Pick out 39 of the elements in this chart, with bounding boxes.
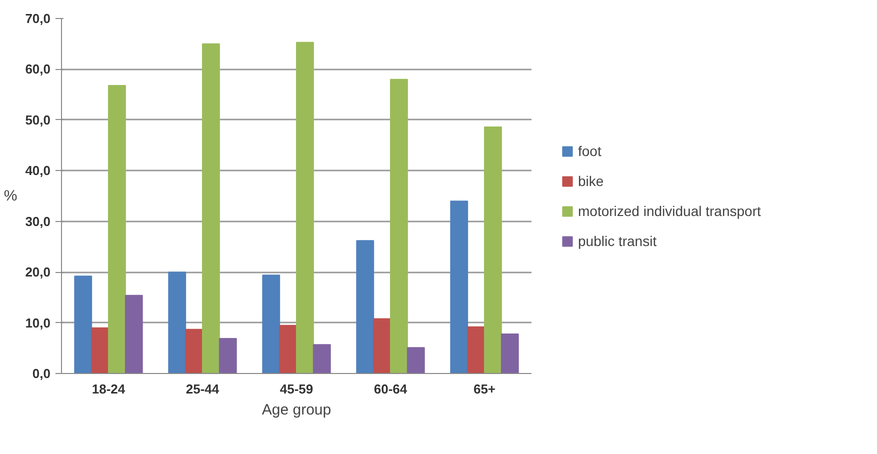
bar (218, 338, 237, 374)
bar (202, 43, 220, 374)
bar (185, 328, 203, 374)
y-tick-label: 0,0 (32, 366, 51, 381)
y-tick-label: 40,0 (25, 163, 51, 178)
bar (108, 84, 126, 374)
bar (91, 327, 109, 374)
bar (406, 347, 425, 374)
bar (262, 274, 280, 374)
bar (124, 294, 143, 374)
bar (500, 333, 519, 374)
y-tick-label: 20,0 (25, 264, 51, 280)
x-tick-label: 65+ (473, 382, 496, 396)
y-tick-label: 10,0 (25, 315, 51, 330)
y-tick-label: 30,0 (25, 214, 51, 229)
bar (484, 126, 502, 374)
y-tick-label: 50,0 (25, 112, 51, 128)
bar (74, 276, 92, 374)
x-axis-title: Age group (262, 402, 332, 418)
y-tick-label: 70,0 (25, 11, 51, 26)
x-tick-label: 45-59 (280, 382, 314, 396)
bar (450, 200, 468, 374)
x-tick-label: 60-64 (374, 382, 408, 396)
x-tick-label: 25-44 (186, 382, 220, 396)
bar (279, 324, 297, 374)
bar (312, 344, 331, 374)
bar (296, 42, 314, 374)
bar (356, 240, 374, 374)
y-tick-label: 60,0 (25, 62, 51, 77)
legend-label: motorized individual transport (578, 202, 761, 218)
bar (168, 272, 186, 374)
legend-label: public transit (578, 232, 657, 248)
x-tick-label: 18-24 (92, 382, 126, 396)
bar (373, 318, 391, 374)
bar (390, 78, 408, 374)
legend-label: foot (578, 142, 602, 158)
y-axis-title: % (4, 188, 18, 204)
legend-label: bike (578, 172, 604, 188)
bar (467, 326, 485, 374)
